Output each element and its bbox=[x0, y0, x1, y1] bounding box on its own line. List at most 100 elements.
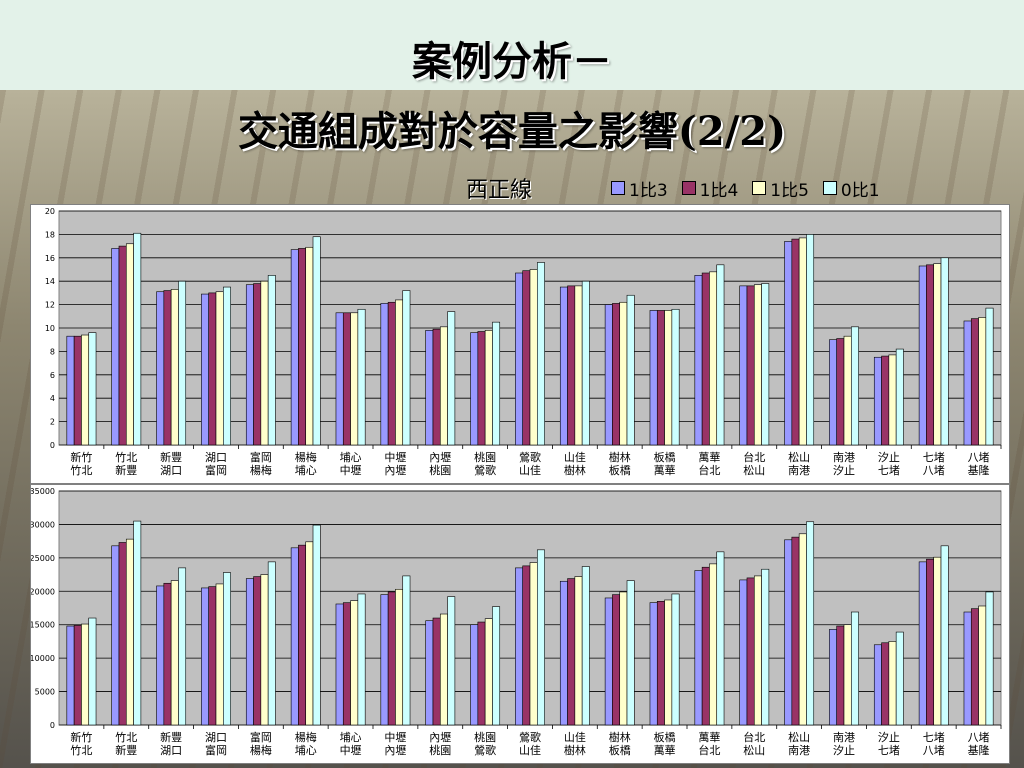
x-tick-label: 七堵 bbox=[923, 450, 945, 464]
bar-2 bbox=[118, 245, 127, 446]
x-tick-label: 埔心 bbox=[295, 464, 317, 477]
x-tick-label: 湖口 bbox=[160, 744, 182, 757]
x-tick-label: 桃園 bbox=[474, 450, 496, 464]
bar-4 bbox=[267, 561, 276, 726]
bar-2 bbox=[656, 601, 665, 726]
bar-2 bbox=[791, 536, 800, 726]
y-tick-label: 0 bbox=[50, 721, 55, 730]
x-tick-label: 新豐 bbox=[160, 730, 182, 744]
x-tick-label: 內壢 bbox=[384, 743, 406, 757]
x-tick-label: 富岡 bbox=[205, 743, 227, 757]
bar-4 bbox=[492, 606, 501, 726]
bottom-bar-chart: 05000100001500020000250003000035000新竹竹北竹… bbox=[31, 487, 1002, 757]
bar-4 bbox=[223, 286, 231, 446]
bar-4 bbox=[88, 617, 97, 726]
bar-2 bbox=[432, 328, 441, 446]
bar-4 bbox=[267, 275, 276, 446]
bar-4 bbox=[178, 567, 187, 726]
bar-3 bbox=[619, 591, 628, 726]
bar-4 bbox=[402, 575, 411, 726]
bar-4 bbox=[985, 307, 994, 446]
x-tick-label: 板橋 bbox=[654, 450, 676, 464]
bar-2 bbox=[342, 602, 351, 726]
bar-1 bbox=[649, 310, 658, 446]
x-tick-label: 富岡 bbox=[205, 463, 227, 477]
y-tick-label: 10000 bbox=[31, 654, 55, 663]
y-tick-label: 16 bbox=[45, 254, 55, 263]
bar-2 bbox=[791, 238, 800, 446]
bar-4 bbox=[985, 591, 994, 726]
bar-2 bbox=[163, 290, 172, 446]
x-tick-label: 板橋 bbox=[609, 463, 631, 477]
x-tick-label: 桃園 bbox=[429, 463, 451, 477]
x-tick-label: 南港 bbox=[833, 451, 855, 464]
bar-2 bbox=[73, 335, 82, 446]
bar-3 bbox=[305, 541, 314, 726]
bar-1 bbox=[873, 356, 882, 446]
bar-3 bbox=[215, 291, 224, 446]
x-tick-label: 中壢 bbox=[340, 743, 362, 757]
bar-3 bbox=[395, 588, 404, 726]
x-tick-label: 內壢 bbox=[429, 730, 451, 744]
bar-1 bbox=[784, 241, 793, 446]
bar-2 bbox=[612, 594, 621, 726]
bar-2 bbox=[387, 301, 396, 446]
x-tick-label: 七堵 bbox=[878, 743, 900, 757]
x-tick-label: 南港 bbox=[833, 731, 855, 744]
bar-3 bbox=[753, 575, 762, 726]
bar-1 bbox=[515, 567, 523, 726]
x-tick-label: 板橋 bbox=[654, 730, 676, 744]
x-tick-label: 七堵 bbox=[878, 463, 900, 477]
legend-label-4: 0比1 bbox=[840, 180, 880, 201]
bar-2 bbox=[746, 285, 755, 446]
x-tick-label: 山佳 bbox=[564, 450, 586, 464]
bar-1 bbox=[245, 578, 254, 726]
y-tick-label: 2 bbox=[50, 418, 55, 427]
bar-3 bbox=[125, 243, 134, 446]
bar-2 bbox=[970, 318, 979, 446]
bar-3 bbox=[709, 271, 718, 446]
bar-1 bbox=[156, 585, 165, 726]
top-bar-chart: 02468101214161820新竹竹北竹北新豐新豐湖口湖口富岡富岡楊梅楊梅埔… bbox=[45, 207, 1002, 477]
legend-swatch-2 bbox=[681, 181, 696, 195]
x-tick-label: 桃園 bbox=[429, 743, 451, 757]
x-tick-label: 樹林 bbox=[609, 450, 631, 464]
legend-swatch-1 bbox=[611, 181, 625, 195]
bar-2 bbox=[298, 248, 307, 446]
y-tick-label: 20 bbox=[45, 207, 55, 216]
bar-3 bbox=[798, 533, 807, 726]
x-tick-label: 汐止 bbox=[833, 743, 855, 757]
x-tick-label: 鶯歌 bbox=[474, 743, 496, 757]
bar-2 bbox=[746, 577, 755, 726]
bar-1 bbox=[559, 286, 568, 446]
legend-item-3: 1比5 bbox=[752, 176, 809, 201]
bar-2 bbox=[926, 558, 935, 726]
x-tick-label: 竹北 bbox=[115, 730, 137, 744]
y-tick-label: 6 bbox=[50, 371, 55, 380]
bottom-chart-panel: 0 5000 10000 15000 20000 25000 30000 35000 新竹 竹北竹… bbox=[30, 484, 1010, 764]
bar-1 bbox=[156, 291, 165, 446]
bar-3 bbox=[350, 600, 359, 726]
x-tick-label: 南港 bbox=[788, 464, 810, 477]
x-tick-label: 樹林 bbox=[609, 730, 631, 744]
bar-2 bbox=[118, 542, 127, 726]
x-tick-label: 湖口 bbox=[205, 731, 227, 744]
bar-1 bbox=[739, 285, 748, 446]
bar-3 bbox=[215, 583, 224, 726]
bar-3 bbox=[843, 624, 852, 726]
bar-1 bbox=[963, 611, 972, 726]
bar-1 bbox=[290, 249, 299, 446]
bar-3 bbox=[439, 613, 448, 726]
bar-3 bbox=[664, 310, 673, 446]
y-tick-label: 20000 bbox=[31, 587, 55, 596]
bar-1 bbox=[918, 265, 927, 446]
legend-label-2: 1比4 bbox=[699, 180, 739, 201]
x-tick-label: 台北 bbox=[698, 743, 720, 757]
bar-3 bbox=[798, 237, 807, 446]
bar-3 bbox=[170, 580, 179, 726]
bar-2 bbox=[701, 566, 710, 726]
x-tick-label: 萬華 bbox=[654, 744, 676, 757]
bar-3 bbox=[619, 301, 628, 446]
x-tick-label: 鶯歌 bbox=[474, 463, 496, 477]
bar-2 bbox=[701, 272, 710, 446]
